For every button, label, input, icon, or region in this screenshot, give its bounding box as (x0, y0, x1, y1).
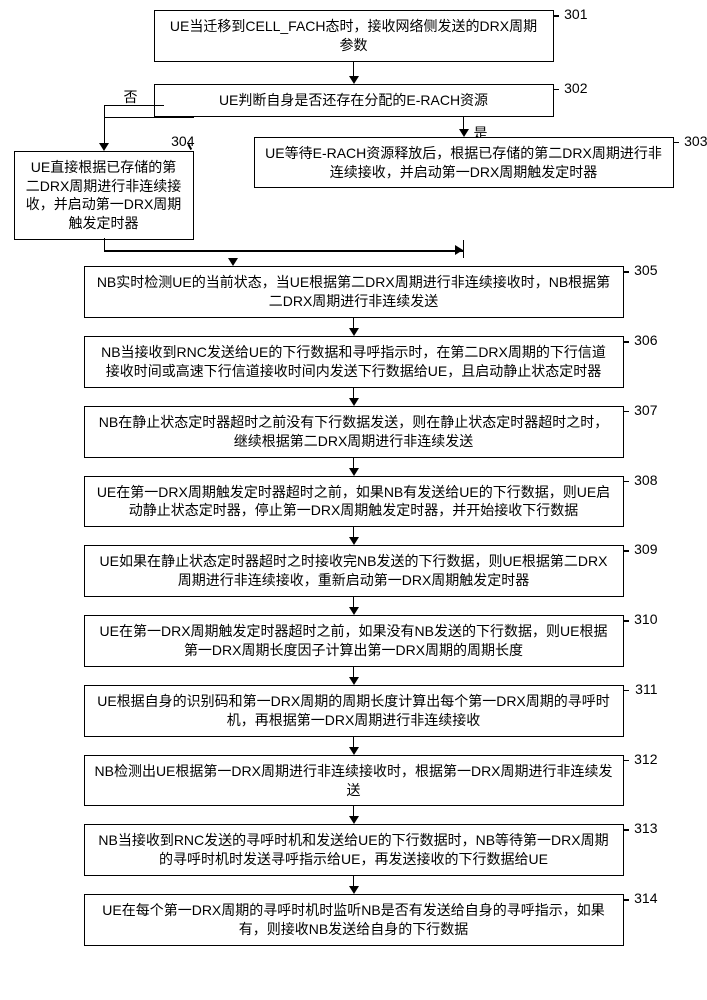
tick (623, 341, 629, 343)
node-305: NB实时检测UE的当前状态，当UE根据第二DRX周期进行非连续接收时，NB根据第… (84, 266, 624, 318)
n304-drop (104, 238, 106, 250)
node-309: UE如果在静止状态定时器超时之时接收完NB发送的下行数据，则UE根据第二DRX周… (84, 545, 624, 597)
node-306-text: NB当接收到RNC发送给UE的下行数据和寻呼指示时，在第二DRX周期的下行信道接… (101, 344, 606, 379)
label-308: 308 (634, 473, 657, 487)
arrow-down-icon (349, 328, 359, 336)
node-308: UE在第一DRX周期触发定时器超时之前，如果NB有发送给UE的下行数据，则UE启… (84, 476, 624, 528)
node-312: NB检测出UE根据第一DRX周期进行非连续接收时，根据第一DRX周期进行非连续发… (84, 755, 624, 807)
node-305-text: NB实时检测UE的当前状态，当UE根据第二DRX周期进行非连续接收时，NB根据第… (97, 274, 610, 309)
node-303-text: UE等待E-RACH资源释放后，根据已存储的第二DRX周期进行非连续接收，并启动… (265, 145, 662, 180)
label-303: 303 (684, 134, 707, 148)
arrow-down-icon (349, 816, 359, 824)
node-301: UE当迁移到CELL_FACH态时，接收网络侧发送的DRX周期参数 301 (154, 10, 554, 62)
tick (623, 760, 629, 762)
connector (353, 737, 355, 747)
node-307-text: NB在静止状态定时器超时之前没有下行数据发送，则在静止状态定时器超时之时，继续根… (99, 414, 608, 449)
arrow-down-icon (349, 537, 359, 545)
node-312-text: NB检测出UE根据第一DRX周期进行非连续接收时，根据第一DRX周期进行非连续发… (95, 763, 613, 798)
label-312: 312 (634, 752, 657, 766)
arrow-down-icon (349, 398, 359, 406)
arrow-down-icon (228, 258, 238, 266)
node-306: NB当接收到RNC发送给UE的下行数据和寻呼指示时，在第二DRX周期的下行信道接… (84, 336, 624, 388)
branch-row: 304 UE直接根据已存储的第二DRX周期进行非连续接收，并启动第一DRX周期触… (14, 117, 694, 241)
arrow-down-icon (99, 143, 109, 151)
tick-303 (673, 142, 679, 144)
node-313: NB当接收到RNC发送的寻呼时机和发送给UE的下行数据时，NB等待第一DRX周期… (84, 824, 624, 876)
connector (353, 597, 355, 607)
arrow-down-icon (459, 129, 469, 137)
connector (353, 318, 355, 328)
node-313-text: NB当接收到RNC发送的寻呼时机和发送给UE的下行数据时，NB等待第一DRX周期… (98, 832, 608, 867)
node-304: 304 UE直接根据已存储的第二DRX周期进行非连续接收，并启动第一DRX周期触… (14, 151, 194, 241)
flowchart-container: UE当迁移到CELL_FACH态时，接收网络侧发送的DRX周期参数 301 UE… (10, 10, 697, 946)
arrow-down-icon (349, 607, 359, 615)
label-301: 301 (564, 7, 587, 21)
label-304: 304 (171, 134, 194, 148)
node-309-text: UE如果在静止状态定时器超时之时接收完NB发送的下行数据，则UE根据第二DRX周… (100, 553, 608, 588)
connector (353, 667, 355, 677)
connector (353, 527, 355, 537)
main-vline (463, 240, 465, 258)
join-hline (104, 250, 463, 252)
node-311-text: UE根据自身的识别码和第一DRX周期的周期长度计算出每个第一DRX周期的寻呼时机… (97, 693, 610, 728)
arrow-down-icon (349, 76, 359, 84)
node-304-text: UE直接根据已存储的第二DRX周期进行非连续接收，并启动第一DRX周期触发定时器 (26, 159, 182, 232)
label-305: 305 (634, 263, 657, 277)
arrow-down-icon (349, 468, 359, 476)
connector (463, 117, 465, 129)
connector (353, 62, 355, 76)
node-303: UE等待E-RACH资源释放后，根据已存储的第二DRX周期进行非连续接收，并启动… (254, 137, 674, 189)
node-311: UE根据自身的识别码和第一DRX周期的周期长度计算出每个第一DRX周期的寻呼时机… (84, 685, 624, 737)
tick (623, 899, 629, 901)
tick (623, 271, 629, 273)
label-313: 313 (634, 821, 657, 835)
arrow-down-icon (349, 747, 359, 755)
tick (623, 690, 629, 692)
connector (353, 876, 355, 886)
node-302-text: UE判断自身是否还存在分配的E-RACH资源 (219, 92, 488, 108)
tick-301 (553, 15, 559, 17)
label-311: 311 (635, 682, 657, 696)
label-307: 307 (634, 403, 657, 417)
branch-no-vline (104, 117, 106, 143)
node-301-text: UE当迁移到CELL_FACH态时，接收网络侧发送的DRX周期参数 (170, 18, 537, 53)
tick (623, 620, 629, 622)
node-314: UE在每个第一DRX周期的寻呼时机时监听NB是否有发送给自身的寻呼指示，如果有，… (84, 894, 624, 946)
tick (623, 481, 629, 483)
connector (353, 806, 355, 816)
branch-no: 否 (124, 87, 138, 107)
arrow-right-icon (455, 245, 463, 255)
tick (623, 550, 629, 552)
node-310: UE在第一DRX周期触发定时器超时之前，如果没有NB发送的下行数据，则UE根据第… (84, 615, 624, 667)
label-309: 309 (634, 542, 657, 556)
arrow-down-icon (349, 886, 359, 894)
label-314: 314 (634, 891, 657, 905)
label-306: 306 (634, 333, 657, 347)
branch-no-vline2 (104, 105, 106, 117)
node-314-text: UE在每个第一DRX周期的寻呼时机时监听NB是否有发送给自身的寻呼指示，如果有，… (102, 902, 604, 937)
label-310: 310 (634, 612, 657, 626)
connector (353, 388, 355, 398)
node-310-text: UE在第一DRX周期触发定时器超时之前，如果没有NB发送的下行数据，则UE根据第… (100, 623, 608, 658)
label-302: 302 (564, 81, 587, 95)
node-302: UE判断自身是否还存在分配的E-RACH资源 302 (154, 84, 554, 117)
join-row (14, 240, 694, 258)
arrow-down-icon (349, 677, 359, 685)
node-308-text: UE在第一DRX周期触发定时器超时之前，如果NB有发送给UE的下行数据，则UE启… (97, 484, 610, 519)
connector (353, 458, 355, 468)
tick (623, 411, 629, 413)
branch-no-hline (104, 117, 194, 119)
tick-302 (553, 89, 559, 91)
tick (623, 829, 629, 831)
node-307: NB在静止状态定时器超时之前没有下行数据发送，则在静止状态定时器超时之时，继续根… (84, 406, 624, 458)
